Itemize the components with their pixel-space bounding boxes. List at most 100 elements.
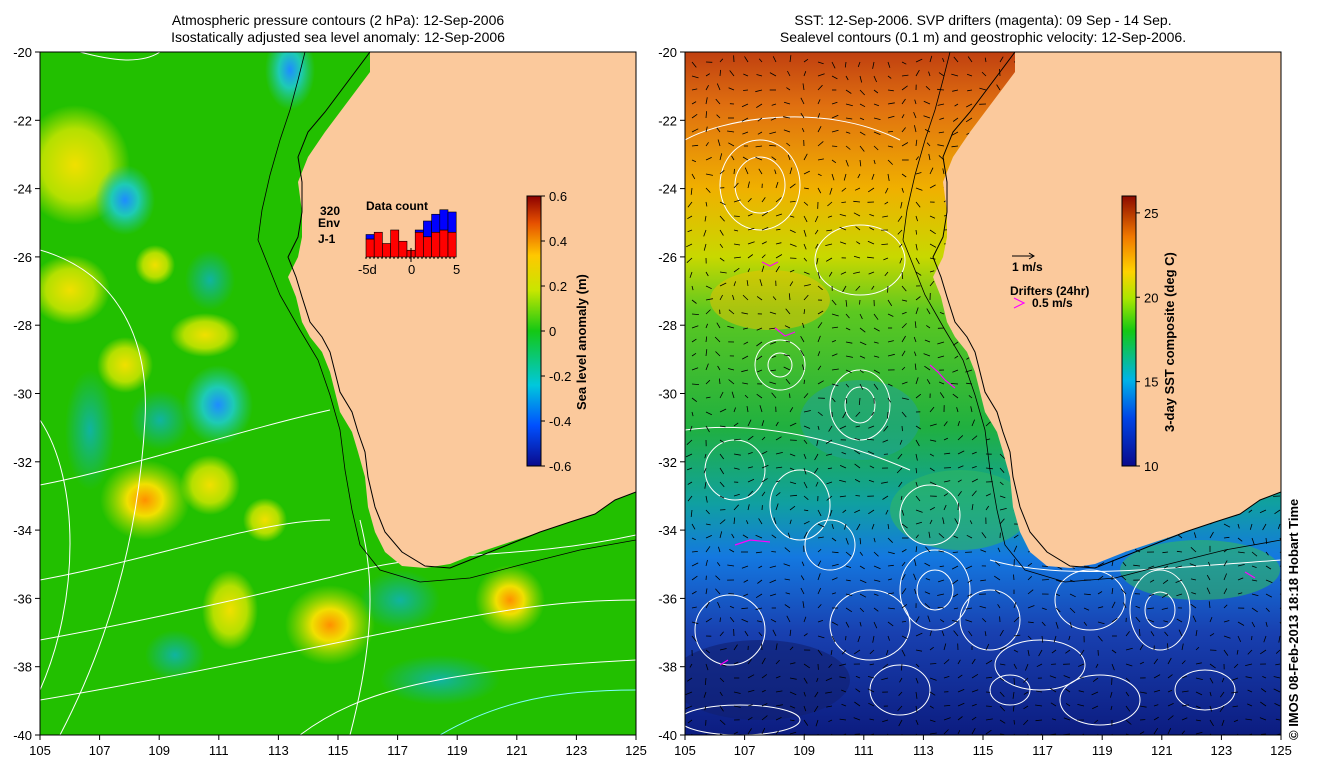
velocity-arrow bbox=[887, 383, 893, 387]
left-map bbox=[40, 52, 636, 735]
velocity-legend: 1 m/s bbox=[1012, 252, 1043, 274]
velocity-arrow bbox=[839, 495, 847, 498]
velocity-arrow bbox=[938, 381, 945, 385]
sealevel-contour bbox=[916, 569, 954, 611]
velocity-arrow bbox=[985, 438, 991, 441]
velocity-arrow bbox=[939, 117, 945, 120]
velocity-arrow bbox=[769, 72, 777, 77]
velocity-arrow bbox=[999, 508, 1007, 511]
velocity-arrow bbox=[853, 717, 861, 721]
velocity-arrow bbox=[803, 187, 809, 190]
velocity-arrow bbox=[786, 142, 791, 147]
velocity-arrow bbox=[859, 103, 866, 108]
velocity-arrow bbox=[716, 127, 721, 133]
velocity-arrow bbox=[957, 702, 965, 707]
velocity-arrow bbox=[817, 411, 823, 417]
velocity-arrow bbox=[719, 243, 724, 249]
velocity-arrow bbox=[1013, 634, 1021, 637]
velocity-arrow bbox=[705, 425, 710, 433]
velocity-arrow bbox=[929, 481, 937, 486]
velocity-arrow bbox=[741, 117, 749, 122]
velocity-arrow bbox=[859, 537, 862, 545]
velocity-arrow bbox=[1232, 705, 1239, 708]
velocity-arrow bbox=[1083, 593, 1091, 596]
velocity-arrow bbox=[1195, 691, 1203, 696]
velocity-arrow bbox=[761, 211, 769, 217]
velocity-arrow bbox=[761, 643, 763, 651]
velocity-arrow bbox=[1237, 551, 1245, 554]
velocity-arrow bbox=[900, 201, 903, 209]
velocity-arrow bbox=[801, 561, 805, 567]
velocity-arrow bbox=[871, 173, 875, 180]
velocity-arrow bbox=[1038, 649, 1043, 657]
velocity-arrow bbox=[845, 537, 849, 545]
velocity-arrow bbox=[831, 145, 838, 147]
velocity-arrow bbox=[825, 691, 833, 694]
velocity-arrow bbox=[1153, 689, 1161, 693]
velocity-arrow bbox=[985, 643, 990, 651]
sealevel-contour bbox=[899, 484, 961, 546]
velocity-arrow bbox=[729, 616, 735, 623]
velocity-arrow bbox=[758, 565, 763, 569]
velocity-arrow bbox=[901, 561, 906, 567]
velocity-arrow bbox=[1041, 579, 1049, 581]
velocity-arrow bbox=[943, 493, 949, 497]
velocity-arrow bbox=[1176, 593, 1183, 597]
velocity-arrow bbox=[1251, 537, 1255, 545]
velocity-arrow bbox=[985, 676, 993, 679]
velocity-arrow bbox=[831, 313, 839, 317]
velocity-arrow bbox=[915, 271, 922, 276]
velocity-arrow bbox=[719, 229, 724, 236]
right-xtick-label: 107 bbox=[734, 743, 756, 758]
velocity-arrow bbox=[1139, 644, 1144, 651]
right-ytick-label: -34 bbox=[658, 523, 677, 538]
velocity-arrow bbox=[882, 439, 889, 443]
velocity-arrow bbox=[859, 621, 862, 627]
velocity-arrow bbox=[957, 659, 961, 665]
velocity-arrow bbox=[691, 591, 697, 595]
velocity-arrow bbox=[789, 55, 792, 63]
velocity-arrow bbox=[1065, 703, 1071, 707]
velocity-arrow bbox=[901, 335, 906, 343]
velocity-arrow bbox=[705, 649, 710, 654]
velocity-arrow bbox=[743, 593, 749, 597]
left-ytick-label: -30 bbox=[13, 387, 32, 402]
velocity-arrow bbox=[1247, 689, 1253, 693]
velocity-arrow bbox=[985, 660, 993, 665]
velocity-arrow bbox=[756, 103, 763, 108]
velocity-arrow bbox=[756, 296, 763, 301]
velocity-arrow bbox=[997, 547, 1001, 553]
velocity-arrow bbox=[789, 481, 797, 485]
velocity-arrow bbox=[828, 425, 833, 432]
velocity-arrow bbox=[924, 591, 931, 595]
right-xtick-label: 121 bbox=[1151, 743, 1173, 758]
right-ytick-label: -24 bbox=[658, 182, 677, 197]
velocity-arrow bbox=[741, 607, 749, 610]
velocity-arrow bbox=[929, 453, 935, 457]
sealevel-contour bbox=[829, 589, 911, 661]
velocity-arrow bbox=[719, 169, 725, 175]
velocity-arrow bbox=[727, 130, 735, 133]
velocity-arrow bbox=[787, 532, 791, 539]
velocity-arrow bbox=[705, 588, 708, 595]
velocity-arrow bbox=[733, 267, 740, 273]
velocity-arrow bbox=[689, 271, 693, 278]
velocity-arrow bbox=[867, 240, 875, 245]
j1-count-bar bbox=[414, 231, 424, 258]
velocity-arrow bbox=[733, 453, 741, 456]
velocity-arrow bbox=[914, 125, 917, 133]
velocity-arrow bbox=[775, 213, 783, 217]
velocity-arrow bbox=[787, 154, 791, 161]
velocity-arrow bbox=[873, 327, 880, 332]
velocity-arrow bbox=[747, 241, 755, 245]
velocity-arrow bbox=[789, 453, 796, 457]
velocity-arrow bbox=[841, 703, 847, 707]
velocity-arrow bbox=[1167, 689, 1173, 693]
velocity-arrow bbox=[803, 284, 811, 287]
velocity-arrow bbox=[743, 73, 749, 77]
velocity-arrow bbox=[755, 551, 763, 554]
velocity-arrow bbox=[817, 99, 821, 105]
velocity-arrow bbox=[968, 630, 973, 637]
left-ytick-label: -36 bbox=[13, 591, 32, 606]
velocity-arrow bbox=[1251, 621, 1256, 628]
